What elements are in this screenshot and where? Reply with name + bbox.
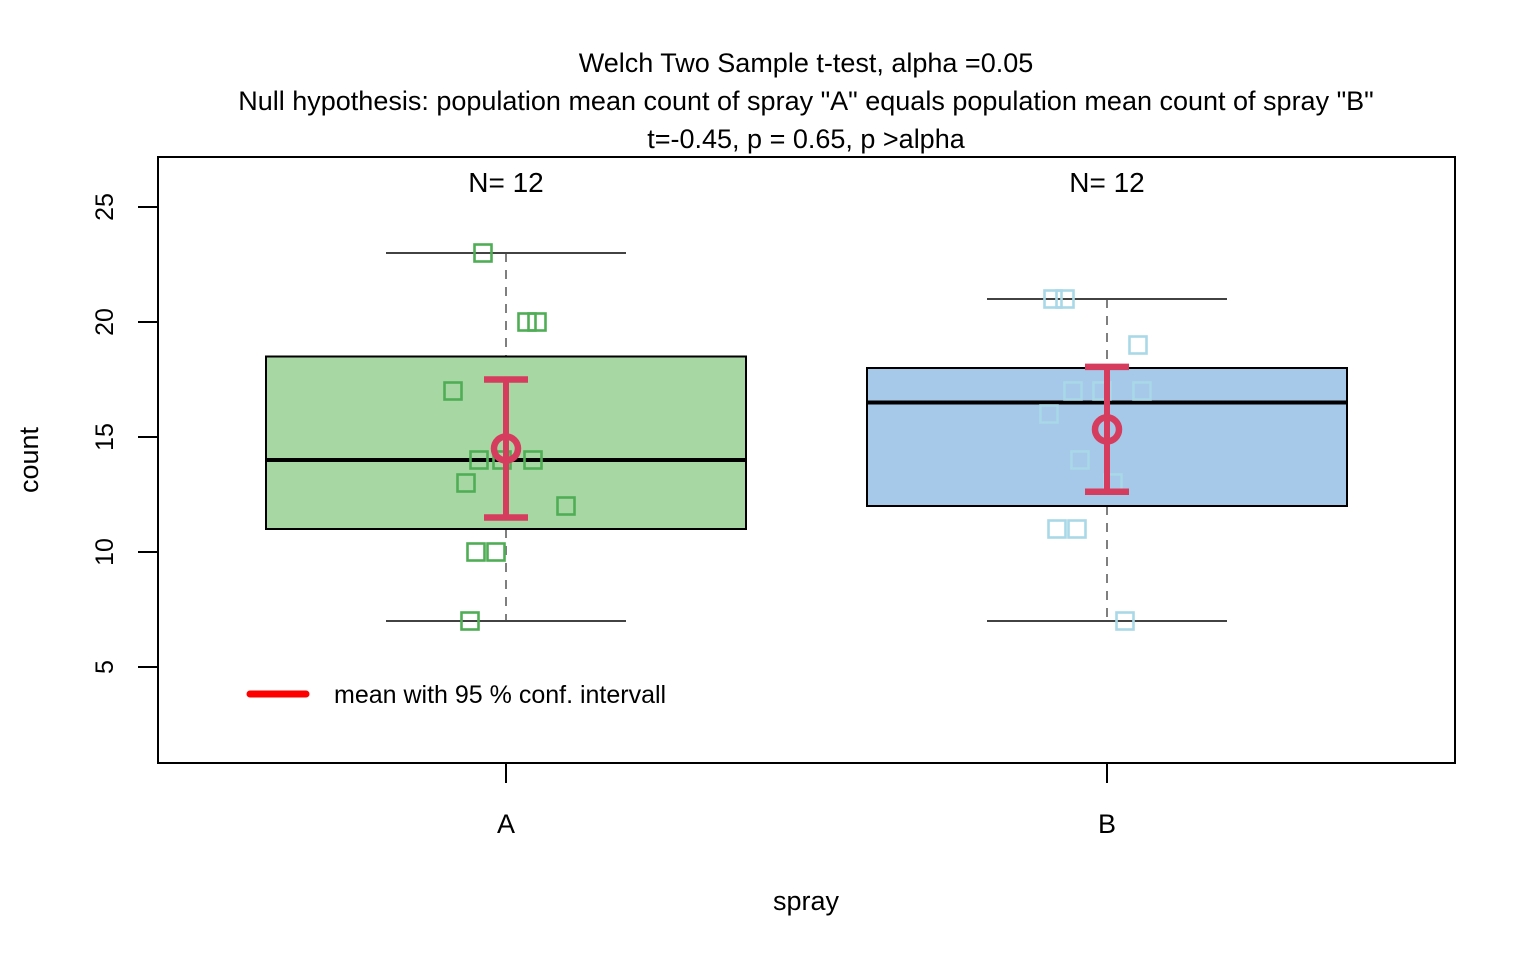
title-line-1: Welch Two Sample t-test, alpha =0.05 [579,48,1034,78]
group-a-n-label: N= 12 [468,167,544,198]
y-tick-label: 15 [91,423,119,451]
plot-area: 5 10 15 20 25 [91,193,1348,783]
group-b-data-point [1115,611,1135,631]
group-a-data-point [443,381,463,401]
legend: mean with 95 % conf. intervall [246,681,666,709]
group-b-n-label: N= 12 [1069,167,1145,198]
legend-label: mean with 95 % conf. intervall [334,681,666,709]
y-tick-label: 5 [91,660,119,674]
y-tick-label: 10 [91,538,119,566]
group-b-data-point [1132,381,1152,401]
group-a-data-point [486,542,506,562]
plot-border [157,156,1456,764]
group-b-data-point [1128,335,1148,355]
group-a-mean-marker [490,433,522,464]
y-tick-label: 20 [91,308,119,336]
group-a-data-point [527,312,547,332]
group-b-data-point [1047,519,1067,539]
group-b-data-point [1063,381,1083,401]
group-a-data-point [469,450,489,470]
group-a-data-point [460,611,480,631]
title-line-2: Null hypothesis: population mean count o… [238,86,1374,116]
group-b-data-point [1039,404,1059,424]
x-axis-title: spray [773,886,840,916]
group-b-data-point [1067,519,1087,539]
group-a-data-point [517,312,537,332]
group-b-data-point [1043,289,1063,309]
group-b-data-point [1092,381,1112,401]
y-tick-label: 25 [91,193,119,221]
group-b-data-point [1055,289,1075,309]
group-a-data-point [466,542,486,562]
group-b-mean-marker [1091,414,1123,445]
x-tick-label-b: B [1098,809,1116,839]
group-a-data-point [556,496,576,516]
group-a-data-point [456,473,476,493]
x-tick-label-a: A [497,809,515,839]
group-b-data-point [1070,450,1090,470]
title-line-3: t=-0.45, p = 0.65, p >alpha [647,124,965,154]
y-axis-title: count [14,426,44,493]
group-a-data-point [473,243,493,263]
group-a-data-point [523,450,543,470]
